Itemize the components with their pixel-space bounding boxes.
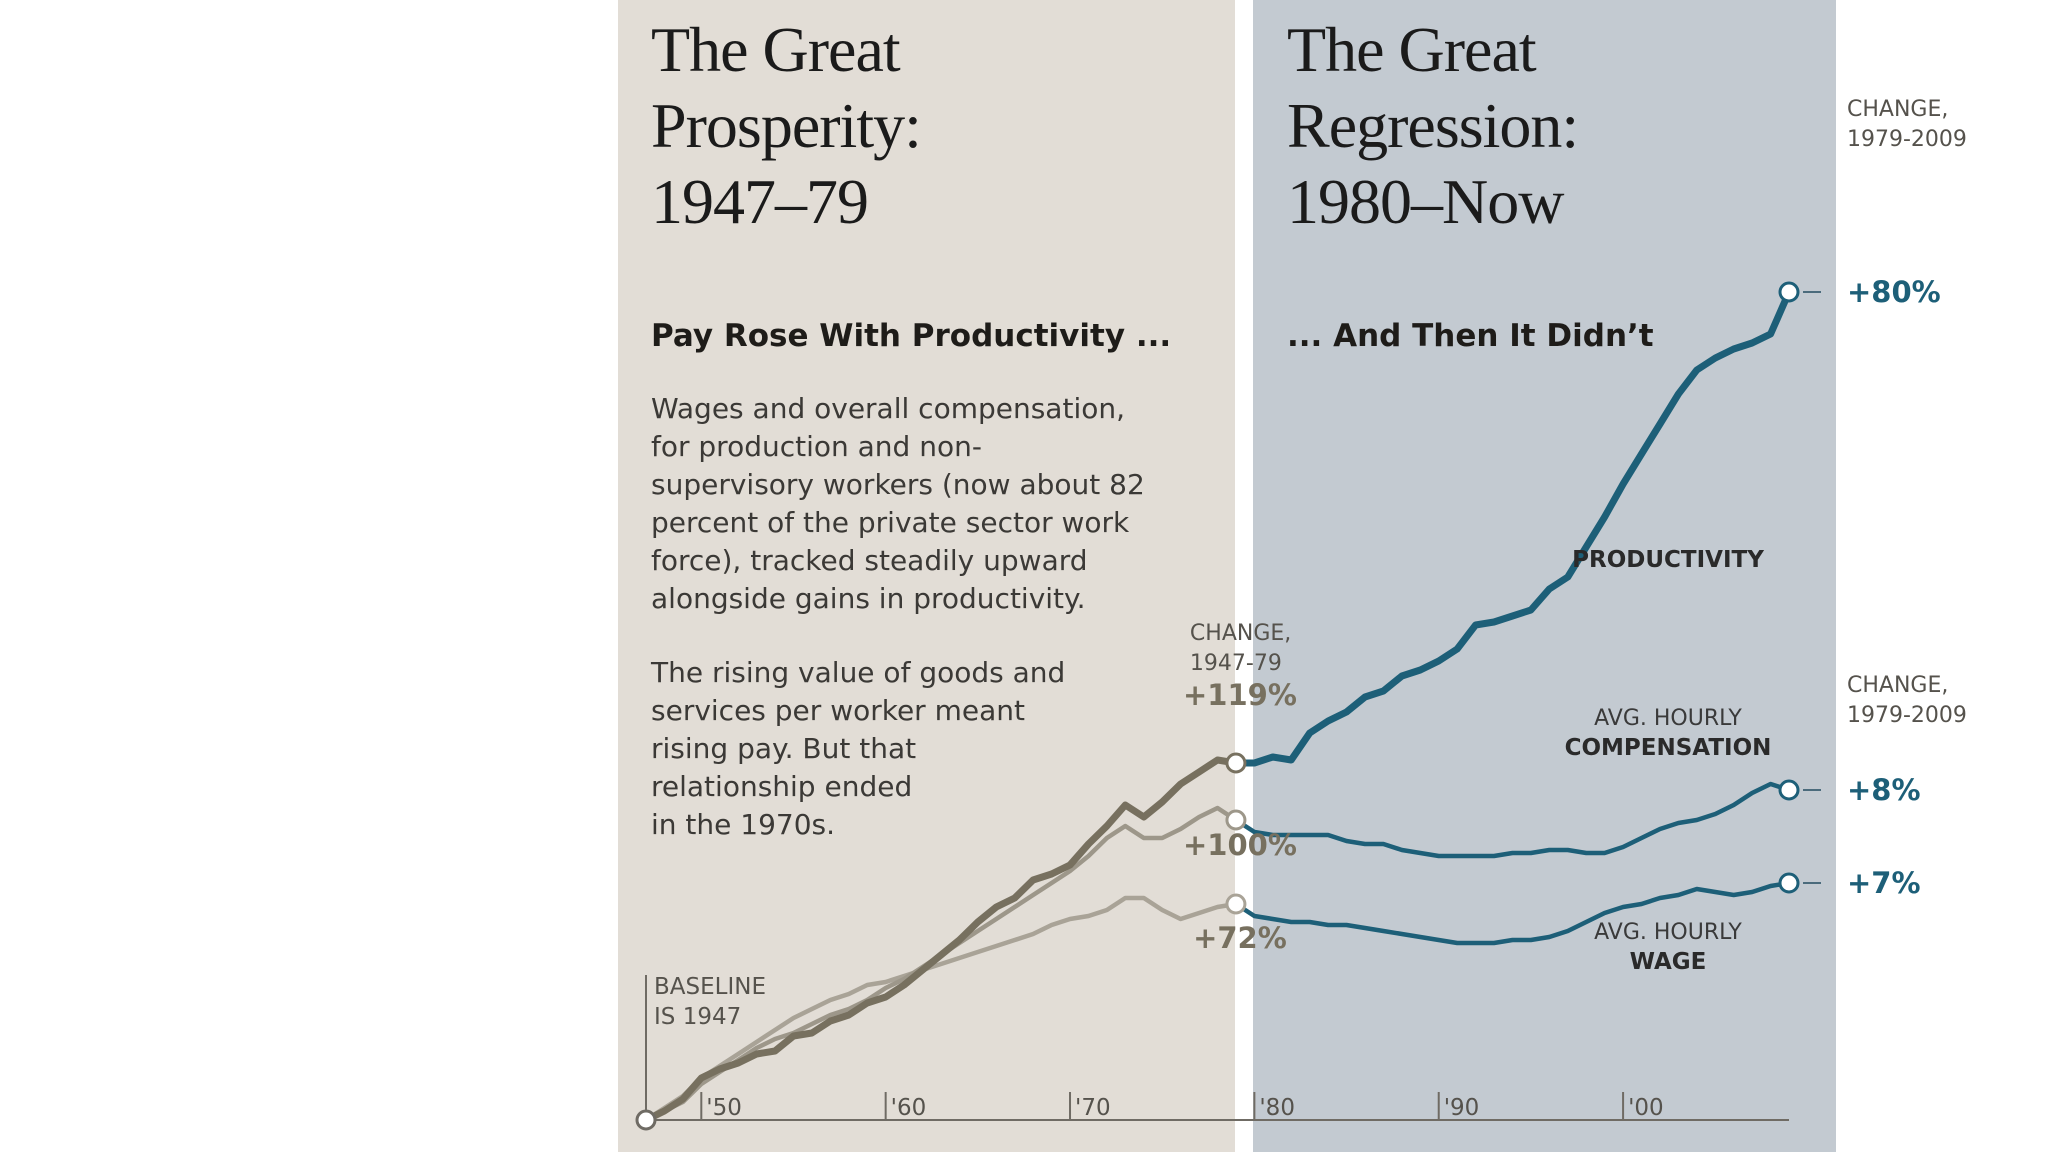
change-1979-2009-compensation: +8% bbox=[1847, 773, 1921, 807]
change-1947-79-header: CHANGE, 1947-79 bbox=[1190, 621, 1291, 676]
point-2009-compensation bbox=[1778, 779, 1800, 801]
point-2009-wage bbox=[1778, 872, 1800, 894]
point-1979-wage bbox=[1225, 893, 1247, 915]
series-line-compensation-1979-2009 bbox=[1233, 781, 1792, 859]
series-line-wage-1947-79 bbox=[643, 895, 1239, 1123]
change-1947-79-compensation: +100% bbox=[1183, 828, 1297, 862]
x-tick-label-1960: '60 bbox=[891, 1095, 927, 1121]
series-line-wage-1979-2009 bbox=[1233, 880, 1792, 946]
point-2009-productivity bbox=[1778, 281, 1800, 303]
change-1947-79-wage: +72% bbox=[1193, 921, 1287, 955]
change-1979-2009-wage: +7% bbox=[1847, 866, 1921, 900]
left-panel-subtitle: Pay Rose With Productivity ... bbox=[651, 318, 1172, 354]
x-tick-label-2000: '00 bbox=[1628, 1095, 1664, 1121]
x-tick-label-1980: '80 bbox=[1259, 1095, 1295, 1121]
explanation-paragraph: The rising value of goods and services p… bbox=[651, 656, 1066, 841]
x-tick-label-1970: '70 bbox=[1075, 1095, 1111, 1121]
point-1979-productivity bbox=[1225, 752, 1247, 774]
baseline-label: BASELINE IS 1947 bbox=[654, 974, 766, 1030]
series-line-productivity-1979-2009 bbox=[1232, 288, 1793, 767]
right-panel-title: The Great Regression: 1980–Now bbox=[1287, 14, 1579, 237]
right-panel-background bbox=[1253, 0, 1836, 1152]
series-line-productivity-1947-79 bbox=[642, 756, 1240, 1124]
series-label-compensation-top: AVG. HOURLY bbox=[1594, 706, 1742, 731]
point-1979-compensation bbox=[1225, 809, 1247, 831]
intro-paragraph: Wages and overall compensation, for prod… bbox=[651, 392, 1145, 615]
series-label-productivity: PRODUCTIVITY bbox=[1572, 547, 1764, 573]
x-tick-label-1950: '50 bbox=[706, 1095, 742, 1121]
left-panel-background bbox=[618, 0, 1235, 1152]
series-label-wage-bottom: WAGE bbox=[1630, 949, 1707, 975]
change-1947-79-productivity: +119% bbox=[1183, 678, 1297, 712]
baseline-point bbox=[635, 1109, 657, 1131]
change-1979-2009-header-bottom: CHANGE, 1979-2009 bbox=[1847, 673, 1967, 728]
right-panel-subtitle: ... And Then It Didn’t bbox=[1287, 318, 1654, 354]
series-label-wage-top: AVG. HOURLY bbox=[1594, 920, 1742, 945]
change-1979-2009-productivity: +80% bbox=[1847, 275, 1941, 309]
x-tick-label-1990: '90 bbox=[1444, 1095, 1480, 1121]
series-label-compensation-bottom: COMPENSATION bbox=[1565, 735, 1772, 761]
left-panel-title: The Great Prosperity: 1947–79 bbox=[651, 14, 922, 237]
change-1979-2009-header-top: CHANGE, 1979-2009 bbox=[1847, 97, 1967, 152]
